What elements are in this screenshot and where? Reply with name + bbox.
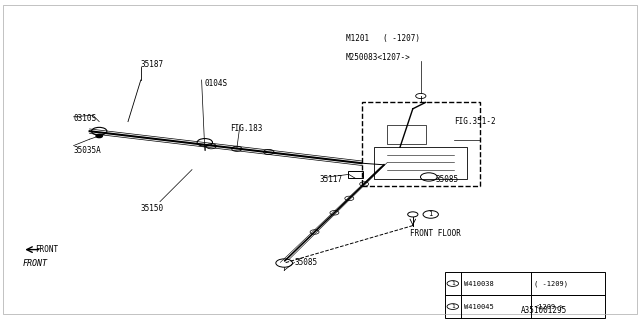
Text: FRONT: FRONT (35, 245, 58, 254)
Text: 35117: 35117 (320, 175, 343, 184)
Text: A351001295: A351001295 (521, 306, 567, 315)
Text: ( -1209): ( -1209) (534, 280, 568, 287)
Bar (445, 295, 605, 318)
Text: 35085: 35085 (435, 175, 458, 184)
Text: M250083<1207->: M250083<1207-> (346, 53, 410, 62)
Text: W410045: W410045 (464, 304, 493, 309)
Text: 0104S: 0104S (205, 79, 228, 88)
Text: <1209->: <1209-> (534, 304, 564, 309)
Text: W410038: W410038 (464, 281, 493, 286)
Text: 1: 1 (451, 281, 454, 286)
Bar (362, 102, 480, 186)
Text: 0310S: 0310S (74, 114, 97, 123)
Bar (374, 147, 467, 179)
Circle shape (96, 134, 102, 138)
Text: 35035A: 35035A (74, 146, 101, 155)
Text: 1: 1 (429, 212, 433, 217)
Text: FIG.351-2: FIG.351-2 (454, 117, 496, 126)
Text: FRONT: FRONT (22, 260, 47, 268)
Text: FIG.183: FIG.183 (230, 124, 263, 132)
Text: 35085: 35085 (294, 258, 317, 267)
Text: FRONT FLOOR: FRONT FLOOR (410, 229, 460, 238)
Text: M1201   ( -1207): M1201 ( -1207) (346, 34, 420, 43)
Text: 35187: 35187 (141, 60, 164, 68)
Text: 1: 1 (451, 304, 454, 309)
Bar (348, 171, 363, 178)
Text: 35150: 35150 (141, 204, 164, 212)
Bar (387, 125, 426, 144)
Bar (445, 272, 605, 295)
